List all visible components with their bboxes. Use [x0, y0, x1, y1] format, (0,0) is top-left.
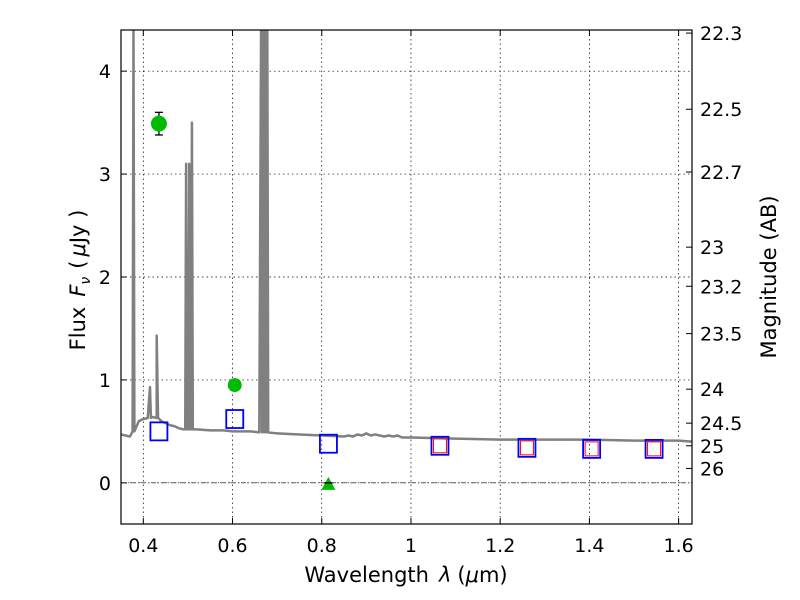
mag-tick-label: 25 [700, 436, 724, 458]
model-photometry-point [644, 438, 664, 459]
x-tick-label: 1.2 [485, 535, 515, 557]
y-tick-label: 0 [99, 473, 111, 495]
detected-flux-point [150, 115, 167, 132]
observed-photometry-point [432, 438, 447, 454]
observed-photometry-point [519, 440, 534, 456]
model-photometry-point [582, 438, 602, 459]
x-tick-label: 0.8 [307, 535, 337, 557]
model-photometry-point [430, 435, 450, 456]
x-tick-label: 1.4 [574, 535, 604, 557]
grid [121, 30, 692, 524]
right-axis-label: Magnitude (AB) [757, 195, 781, 358]
plot-area [121, 30, 692, 490]
model-photometry-point [319, 433, 338, 454]
mag-tick-label: 23.2 [700, 276, 742, 298]
mag-tick-label: 23 [700, 237, 724, 259]
x-tick-label: 0.4 [128, 535, 158, 557]
y-axis-label: FluxFν(μJy ) [66, 210, 94, 351]
detected-flux-point [227, 378, 242, 393]
mag-tick-label: 24.5 [700, 413, 742, 435]
x-tick-label: 0.6 [217, 535, 247, 557]
mag-tick-label: 22.5 [700, 99, 742, 121]
x-tick-label: 1 [405, 535, 417, 557]
model-photometry-point [225, 409, 245, 429]
model-photometry-point [517, 437, 537, 458]
x-axis-label: Wavelength λ (μm) [304, 563, 507, 587]
model-spectrum-line [121, 30, 692, 443]
mag-tick-label: 22.7 [700, 162, 742, 184]
observed-photometry-point [584, 441, 599, 457]
observed-photometry-point [647, 441, 662, 457]
y-tick-label: 3 [99, 164, 111, 186]
mag-tick-label: 26 [700, 458, 724, 480]
y-tick-label: 1 [99, 370, 111, 392]
mag-tick-label: 23.5 [700, 324, 742, 346]
y-tick-label: 2 [99, 267, 111, 289]
model-photometry-point [149, 421, 169, 442]
x-tick-label: 1.6 [664, 535, 694, 557]
axes: 0.4 0.6 0.8 1 1.2 1.4 1.60123422.322.522.72323… [99, 23, 742, 557]
mag-tick-label: 24 [700, 379, 724, 401]
y-tick-label: 4 [99, 61, 111, 83]
mag-tick-label: 22.3 [700, 23, 742, 45]
